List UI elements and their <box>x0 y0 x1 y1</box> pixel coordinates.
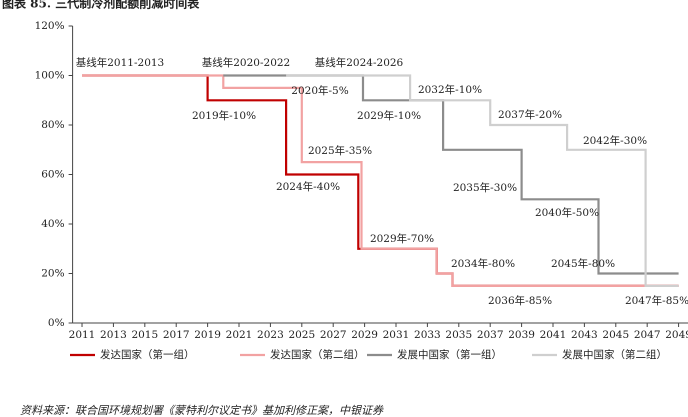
x-tick-label: 2033 <box>414 329 441 341</box>
x-tick-label: 2049 <box>665 329 688 341</box>
source-note: 资料来源：联合国环境规划署《蒙特利尔议定书》基加利修正案，中银证券 <box>20 404 384 417</box>
annotation: 2034年-80% <box>451 257 515 270</box>
annotation: 2029年-70% <box>370 232 434 245</box>
legend-label: 发达国家（第一组） <box>100 348 195 361</box>
x-tick-label: 2039 <box>508 329 535 341</box>
x-tick-label: 2041 <box>540 329 567 341</box>
x-tick-label: 2021 <box>226 329 253 341</box>
x-tick-label: 2047 <box>634 329 661 341</box>
x-tick-label: 2031 <box>383 329 410 341</box>
x-tick-label: 2025 <box>288 329 315 341</box>
annotation: 2024年-40% <box>276 180 340 193</box>
x-tick-label: 2019 <box>194 329 221 341</box>
legend-label: 发展中国家（第二组） <box>562 348 667 361</box>
y-tick-label: 20% <box>41 268 64 280</box>
x-tick-label: 2035 <box>445 329 472 341</box>
y-tick-label: 120% <box>35 20 65 32</box>
x-tick-label: 2023 <box>257 329 284 341</box>
annotation: 2042年-30% <box>583 134 647 147</box>
x-tick-label: 2027 <box>320 329 347 341</box>
series-line <box>223 74 679 275</box>
y-tick-label: 60% <box>41 169 64 181</box>
x-tick-label: 2013 <box>100 329 127 341</box>
annotation: 2047年-85% <box>625 294 688 307</box>
annotation: 2036年-85% <box>488 294 552 307</box>
annotation: 基线年2020-2022 <box>202 56 291 69</box>
x-tick-label: 2015 <box>131 329 158 341</box>
x-tick-label: 2037 <box>477 329 504 341</box>
legend-label: 发达国家（第二组） <box>270 348 365 361</box>
y-tick-label: 100% <box>35 70 65 82</box>
x-tick-label: 2017 <box>163 329 190 341</box>
annotation: 2037年-20% <box>498 108 562 121</box>
annotation: 基线年2024-2026 <box>315 56 404 69</box>
x-tick-label: 2011 <box>69 329 96 341</box>
y-tick-label: 40% <box>41 218 64 230</box>
annotation: 2045年-80% <box>551 257 615 270</box>
y-tick-label: 0% <box>48 317 65 329</box>
annotation: 2025年-35% <box>308 144 372 157</box>
series-line <box>82 74 679 287</box>
x-tick-label: 2029 <box>351 329 378 341</box>
y-tick-label: 80% <box>41 119 64 131</box>
annotation: 2035年-30% <box>453 181 517 194</box>
annotation: 基线年2011-2013 <box>76 56 165 69</box>
series-line <box>82 74 679 287</box>
chart-title: 图表 85. 三代制冷剂配额削减时间表 <box>2 0 200 11</box>
annotation: 2040年-50% <box>535 206 599 219</box>
annotation: 2020年-5% <box>291 84 348 97</box>
annotation: 2032年-10% <box>418 83 482 96</box>
annotation: 2019年-10% <box>192 109 256 122</box>
x-tick-label: 2045 <box>602 329 629 341</box>
x-tick-label: 2043 <box>571 329 598 341</box>
legend-label: 发展中国家（第一组） <box>397 348 502 361</box>
annotation: 2029年-10% <box>357 109 421 122</box>
series-line <box>286 74 679 287</box>
